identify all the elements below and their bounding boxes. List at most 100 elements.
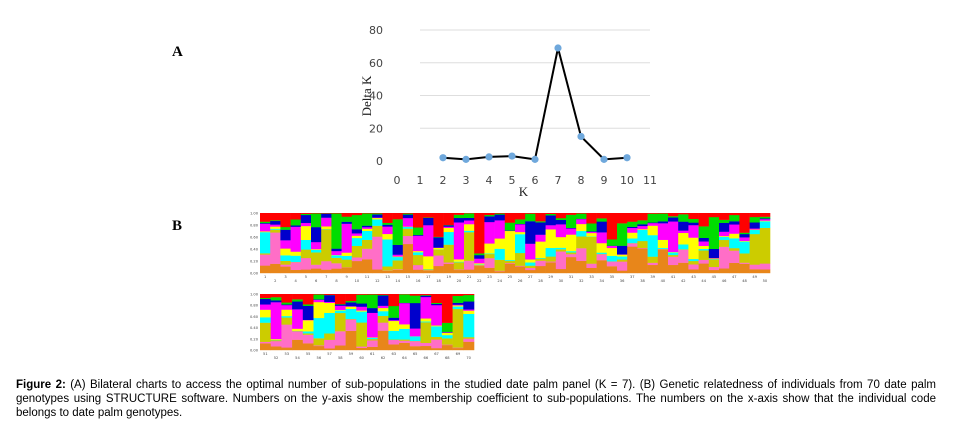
bar-segment — [311, 249, 322, 250]
y-tick-label: 0.60 — [250, 236, 259, 240]
bar-segment — [423, 217, 434, 218]
bar-segment — [313, 317, 325, 339]
bar-segment — [441, 344, 453, 346]
x-tick-label: 67 — [434, 352, 439, 356]
bar-segment — [627, 243, 638, 247]
bar-segment — [452, 294, 464, 296]
bar-segment — [688, 260, 699, 265]
bar-segment — [351, 214, 363, 230]
bar-segment — [372, 214, 383, 218]
y-tick-label: 0.40 — [250, 248, 259, 252]
bar-68 — [441, 294, 453, 351]
bar-segment — [280, 260, 291, 265]
bar-segment — [402, 235, 414, 245]
bar-segment — [281, 324, 293, 348]
bar-15 — [402, 213, 414, 274]
bar-segment — [280, 248, 291, 256]
bar-segment — [494, 259, 506, 271]
x-tick-label: 16 — [416, 279, 421, 283]
bar-segment — [341, 216, 353, 222]
bar-segment — [341, 255, 353, 260]
x-tick-label: 13 — [385, 275, 390, 279]
bar-5 — [300, 213, 312, 274]
bar-segment — [388, 305, 400, 318]
bar-segment — [443, 225, 455, 227]
x-tick-label: 23 — [487, 275, 492, 279]
bar-segment — [576, 248, 587, 261]
bar-segment — [729, 248, 740, 251]
bar-67 — [431, 294, 443, 351]
bar-segment — [566, 227, 577, 229]
bar-segment — [372, 225, 383, 237]
bar-segment — [586, 263, 597, 268]
bar-segment — [545, 262, 557, 274]
bar-segment — [484, 258, 495, 268]
bar-segment — [351, 257, 363, 262]
x-axis-title: K — [519, 184, 529, 198]
bar-segment — [341, 223, 353, 253]
bar-segment — [300, 257, 312, 270]
bar-segment — [596, 253, 608, 255]
x-tick-label: 47 — [732, 275, 737, 279]
bar-segment — [441, 294, 453, 323]
bar-segment — [525, 269, 536, 274]
bar-segment — [367, 340, 378, 347]
bar-segment — [356, 294, 368, 304]
bar-segment — [525, 213, 536, 214]
bar-segment — [739, 253, 750, 263]
x-tick-label: 51 — [263, 352, 268, 356]
bar-segment — [515, 224, 526, 233]
bar-segment — [463, 301, 475, 310]
bar-segment — [555, 249, 567, 252]
bar-segment — [657, 213, 669, 214]
bar-segment — [535, 260, 546, 267]
bar-segment — [431, 339, 443, 349]
bar-segment — [525, 259, 536, 263]
bar-segment — [515, 231, 526, 235]
y-tick-label: 1.00 — [250, 293, 259, 297]
bar-segment — [719, 219, 730, 223]
bar-segment — [331, 250, 342, 256]
bar-segment — [441, 332, 453, 336]
bar-26 — [515, 213, 526, 274]
bar-segment — [678, 262, 689, 274]
bar-segment — [423, 256, 434, 270]
bar-segment — [388, 330, 400, 340]
bar-segment — [300, 213, 312, 216]
bar-segment — [678, 249, 689, 263]
bar-segment — [300, 214, 312, 224]
bar-segment — [555, 268, 567, 274]
bar-segment — [657, 249, 669, 274]
x-tick-label: 1 — [264, 275, 266, 279]
bar-segment — [566, 252, 577, 255]
bar-segment — [270, 297, 282, 301]
bar-segment — [474, 213, 485, 254]
bar-segment — [647, 222, 659, 226]
x-tick-label: 68 — [445, 356, 450, 360]
y-tick-label: 0.00 — [250, 272, 259, 276]
bar-segment — [313, 299, 325, 303]
bar-segment — [302, 304, 314, 306]
bar-51 — [260, 294, 271, 351]
bar-segment — [420, 295, 432, 298]
bar-segment — [474, 264, 485, 266]
bar-segment — [688, 213, 699, 219]
bar-segment — [413, 254, 424, 266]
bar-segment — [443, 224, 455, 226]
bar-segment — [464, 230, 475, 233]
data-point — [623, 154, 631, 162]
bar-segment — [377, 322, 389, 331]
bar-segment — [678, 230, 689, 234]
bar-segment — [280, 264, 291, 267]
bar-segment — [292, 299, 304, 302]
bar-segment — [545, 256, 557, 262]
bar-segment — [270, 340, 282, 342]
bar-segment — [423, 269, 434, 271]
bar-segment — [606, 261, 618, 267]
bar-segment — [377, 315, 389, 323]
bar-segment — [504, 213, 516, 223]
bar-segment — [749, 233, 761, 265]
y-tick-label: 60 — [369, 57, 383, 70]
bar-segment — [494, 220, 506, 239]
x-tick-label: 52 — [274, 356, 279, 360]
